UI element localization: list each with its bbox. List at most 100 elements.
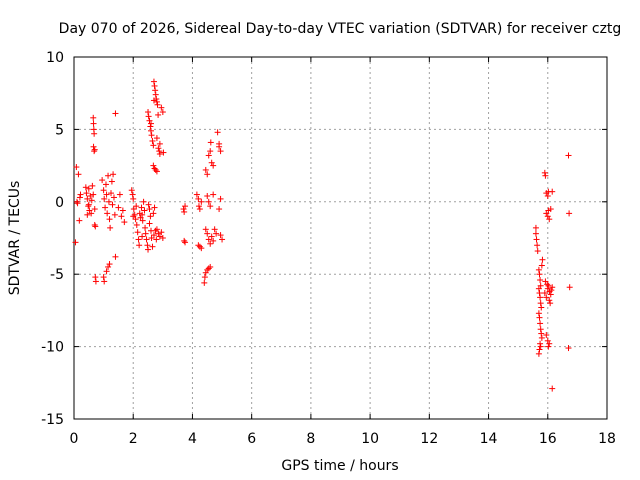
data-point xyxy=(180,206,187,213)
data-point xyxy=(128,187,135,194)
data-point xyxy=(106,216,113,223)
data-point xyxy=(204,230,211,237)
data-point xyxy=(546,216,553,223)
data-point xyxy=(92,274,99,281)
data-point xyxy=(152,227,159,234)
x-tick-label: 0 xyxy=(70,431,79,447)
data-point xyxy=(181,237,188,244)
data-point xyxy=(85,201,92,208)
x-tick-label: 18 xyxy=(598,431,616,447)
data-point xyxy=(155,111,162,118)
data-point xyxy=(76,194,83,201)
data-point xyxy=(111,211,118,218)
data-point xyxy=(100,187,107,194)
data-point xyxy=(211,226,218,233)
data-point xyxy=(102,181,109,188)
data-point xyxy=(536,314,543,321)
data-point xyxy=(210,191,217,198)
data-point xyxy=(201,279,208,286)
data-point xyxy=(156,148,163,155)
data-point xyxy=(99,177,106,184)
data-point xyxy=(145,109,152,116)
data-point xyxy=(537,300,544,307)
data-point xyxy=(198,198,205,205)
data-point xyxy=(546,288,553,295)
data-point xyxy=(535,350,542,357)
data-point xyxy=(147,120,154,127)
data-point xyxy=(155,230,162,237)
data-point xyxy=(565,345,572,352)
data-point xyxy=(537,294,544,301)
data-point xyxy=(217,232,224,239)
data-point xyxy=(150,210,157,217)
x-tick-label: 14 xyxy=(480,431,498,447)
data-point xyxy=(148,132,155,139)
axis-ticks xyxy=(73,56,608,420)
data-point xyxy=(205,265,212,272)
data-point xyxy=(92,223,99,230)
data-point xyxy=(85,185,92,192)
data-point xyxy=(72,239,79,246)
data-point xyxy=(549,284,556,291)
data-point xyxy=(91,130,98,137)
chart-title: Day 070 of 2026, Sidereal Day-to-day VTE… xyxy=(59,21,622,37)
data-point xyxy=(217,148,224,155)
data-point xyxy=(196,243,203,250)
data-point xyxy=(538,262,545,269)
data-point xyxy=(145,246,152,253)
data-point xyxy=(105,198,112,205)
data-point xyxy=(532,224,539,231)
data-point xyxy=(207,240,214,247)
gridlines xyxy=(74,57,607,419)
data-point xyxy=(547,206,554,213)
data-point xyxy=(210,237,217,244)
data-point xyxy=(87,193,94,200)
data-point xyxy=(547,300,554,307)
data-point xyxy=(133,221,140,228)
data-point xyxy=(105,263,112,270)
data-point xyxy=(77,191,84,198)
data-point xyxy=(207,139,214,146)
data-point xyxy=(159,235,166,241)
data-point xyxy=(103,191,110,198)
data-point xyxy=(138,204,145,211)
y-tick-label: 5 xyxy=(55,122,64,138)
data-point xyxy=(153,98,160,105)
data-point xyxy=(153,226,160,233)
data-point xyxy=(204,266,211,273)
data-point xyxy=(195,195,202,202)
data-point xyxy=(156,151,163,158)
data-point xyxy=(84,195,91,202)
data-point xyxy=(130,213,137,220)
data-point xyxy=(537,340,544,347)
data-point xyxy=(136,242,143,249)
data-point xyxy=(542,172,549,179)
data-point xyxy=(195,203,202,210)
data-point xyxy=(76,217,83,224)
data-point xyxy=(85,203,92,210)
data-point xyxy=(205,152,212,159)
data-point xyxy=(139,233,146,240)
data-point xyxy=(537,320,544,327)
data-point xyxy=(91,146,98,153)
data-point xyxy=(544,213,551,220)
data-point xyxy=(84,211,91,218)
data-point xyxy=(90,191,97,198)
data-point xyxy=(100,274,107,281)
data-point xyxy=(140,198,147,205)
data-point xyxy=(210,162,217,169)
data-point xyxy=(202,166,209,173)
data-point xyxy=(195,242,202,249)
data-point xyxy=(545,343,552,350)
data-point xyxy=(160,149,167,156)
data-point xyxy=(546,340,553,347)
data-point xyxy=(204,193,211,200)
data-point xyxy=(147,127,154,134)
data-point xyxy=(108,178,115,185)
data-point xyxy=(150,97,157,104)
data-point xyxy=(129,191,136,198)
data-point xyxy=(534,242,541,249)
data-point xyxy=(158,104,165,111)
data-point xyxy=(147,213,154,220)
data-point xyxy=(538,334,545,341)
